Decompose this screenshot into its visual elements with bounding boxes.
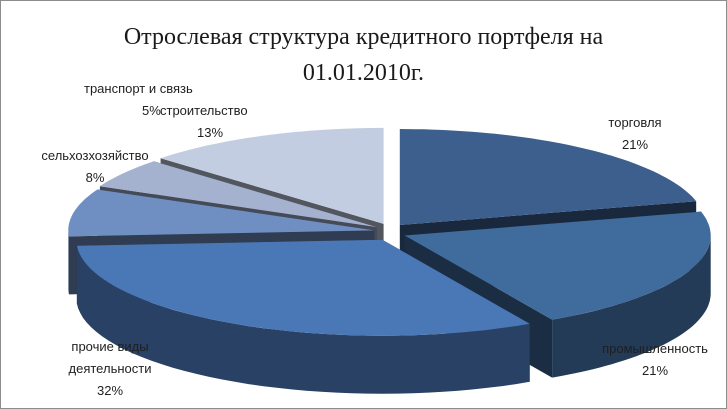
label-prochie: прочие виды деятельности 32% (50, 336, 170, 402)
label-selkhoz-name: сельхозхозяйство (41, 148, 149, 163)
slice-promyshlennost-side (552, 235, 711, 378)
label-transport-value: 5% (142, 103, 161, 118)
label-prochie-line1: прочие виды (71, 339, 149, 354)
chart-title-line2: 01.01.2010г. (302, 60, 425, 86)
slice-torgovlya-top (399, 129, 697, 225)
label-promyshlennost: промышленность 21% (592, 338, 718, 382)
label-torgovlya-name: торговля (608, 115, 662, 130)
label-prochie-line2: деятельности (68, 361, 152, 376)
label-selkhoz-value: 8% (85, 170, 105, 185)
label-stroitelstvo-name: строительство (160, 103, 248, 118)
label-torgovlya: торговля 21% (590, 112, 680, 156)
label-transport-name: транспорт и связь (84, 81, 193, 96)
slice-promyshlennost-top (404, 211, 711, 320)
slice-prochie-side (76, 245, 530, 394)
slice-transport-top (99, 161, 377, 228)
label-promyshlennost-name: промышленность (602, 341, 708, 356)
label-selkhoz: сельхозхозяйство 8% (30, 145, 160, 189)
label-prochie-value: 32% (96, 383, 124, 398)
label-stroitelstvo-value: 13% (197, 125, 224, 140)
slice-selkhoz-side (68, 230, 69, 295)
slice-selkhoz-top (68, 189, 375, 237)
slice-prochie-top (76, 239, 530, 336)
slice-stroitelstvo-top (160, 127, 384, 224)
label-torgovlya-value: 21% (621, 137, 649, 152)
pie-slices (68, 127, 711, 394)
chart-title-line1: Отрослевая структура кредитного портфеля… (123, 24, 604, 50)
label-promyshlennost-value: 21% (641, 363, 669, 378)
